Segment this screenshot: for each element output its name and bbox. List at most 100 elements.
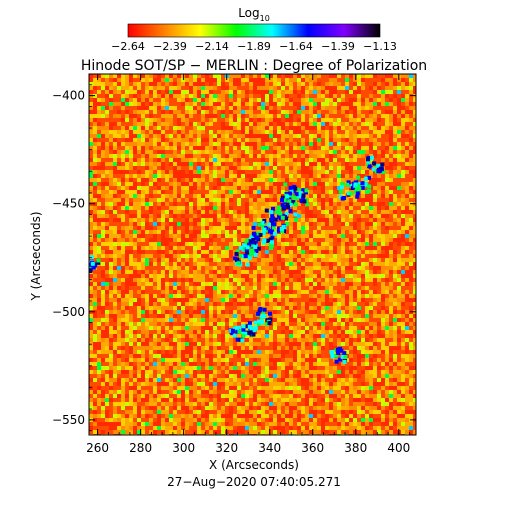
heatmap-cell [189,262,193,266]
heatmap-cell [361,198,365,202]
heatmap-cell [209,126,213,130]
heatmap-cell [213,210,217,214]
heatmap-cell [141,234,145,238]
heatmap-cell [237,266,241,270]
heatmap-cell [245,270,249,274]
heatmap-cell [181,150,185,154]
heatmap-cell [121,142,125,146]
heatmap-cell [225,234,229,238]
heatmap-cell [185,310,189,314]
heatmap-cell [93,190,97,194]
heatmap-cell [177,74,181,78]
heatmap-cell [193,274,197,278]
heatmap-cell [253,306,257,310]
heatmap-cell [237,306,241,310]
heatmap-cell [125,278,129,282]
heatmap-cell [133,78,137,82]
heatmap-cell [149,306,153,310]
heatmap-cell [181,234,185,238]
heatmap-cell [141,242,145,246]
heatmap-cell [129,294,133,298]
heatmap-cell [393,90,397,94]
heatmap-cell [197,286,201,290]
heatmap-cell [121,178,125,182]
heatmap-cell [193,314,197,318]
heatmap-cell [241,194,245,198]
heatmap-cell [189,234,193,238]
heatmap-cell [389,218,393,222]
heatmap-cell [313,314,317,318]
heatmap-cell [373,182,377,186]
heatmap-cell [217,154,221,158]
heatmap-cell [309,106,313,110]
heatmap-cell [105,98,109,102]
heatmap-cell [333,158,337,162]
heatmap-cell [413,298,416,302]
heatmap-cell [185,134,189,138]
heatmap-cell [409,166,413,170]
heatmap-cell [129,198,133,202]
heatmap-cell [125,258,129,262]
heatmap-cell [397,102,401,106]
heatmap-cell [325,142,329,146]
heatmap-cell [173,206,177,210]
heatmap-cell [165,290,169,294]
heatmap-cell [357,290,361,294]
heatmap-cell [353,214,357,218]
heatmap-cell [209,294,213,298]
heatmap-cell [189,122,193,126]
heatmap-cell [293,114,297,118]
heatmap-cell [273,294,277,298]
heatmap-cell [413,290,416,294]
heatmap-cell [277,298,281,302]
heatmap-cell [97,146,101,150]
heatmap-cell [249,186,253,190]
heatmap-cell [233,234,237,238]
heatmap-cell [285,86,289,90]
heatmap-cell [105,294,109,298]
heatmap-cell [269,130,273,134]
heatmap-cell [193,182,197,186]
heatmap-cell [129,154,133,158]
heatmap-cell [281,90,285,94]
heatmap-cell [377,214,381,218]
heatmap-cell [273,90,277,94]
heatmap-cell [189,274,193,278]
heatmap-cell [145,150,149,154]
heatmap-cell [313,190,317,194]
heatmap-cell [281,274,285,278]
heatmap-cell [193,218,197,222]
heatmap-cell [289,138,293,142]
heatmap-cell [317,242,321,246]
heatmap-cell [125,290,129,294]
heatmap-cell [205,306,209,310]
heatmap-cell [121,154,125,158]
heatmap-cell [409,266,413,270]
heatmap-cell [205,266,209,270]
heatmap-cell [261,310,265,314]
heatmap-cell [273,290,277,294]
heatmap-cell [149,226,153,230]
heatmap-cell [253,218,257,222]
heatmap-cell [161,310,165,314]
heatmap-cell [325,306,329,310]
heatmap-cell [177,274,181,278]
heatmap-cell [277,174,281,178]
heatmap-cell [325,166,329,170]
heatmap-cell [309,114,313,118]
heatmap-cell [381,110,385,114]
heatmap-cell [385,290,389,294]
heatmap-cell [145,134,149,138]
heatmap-cell [197,142,201,146]
heatmap-cell [185,130,189,134]
heatmap-cell [325,198,329,202]
heatmap-cell [189,210,193,214]
heatmap-cell [365,286,369,290]
heatmap-cell [189,250,193,254]
heatmap-cell [89,314,93,318]
heatmap-cell [205,274,209,278]
heatmap-cell [201,166,205,170]
heatmap-cell [97,106,101,110]
heatmap-cell [289,222,293,226]
heatmap-cell [197,162,201,166]
